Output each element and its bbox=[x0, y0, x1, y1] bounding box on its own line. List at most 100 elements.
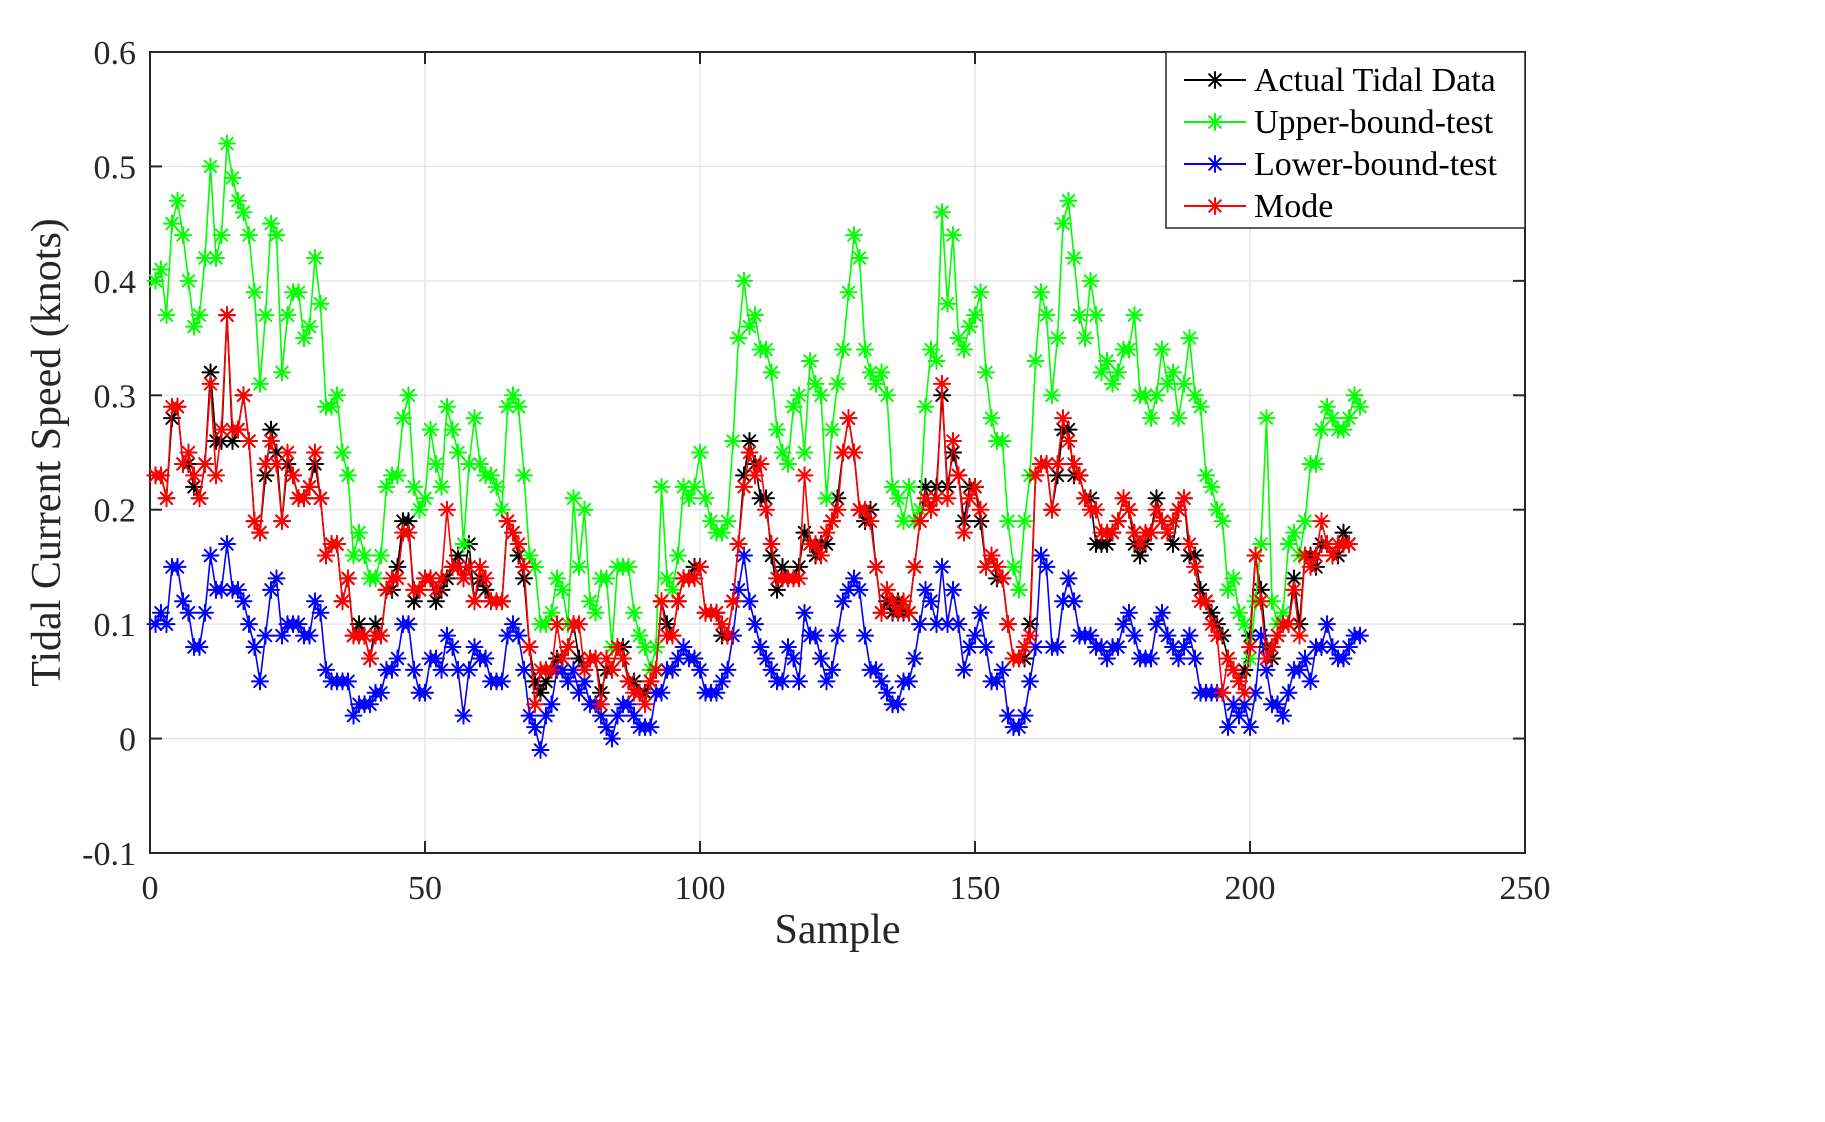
data-point bbox=[405, 592, 423, 611]
data-point bbox=[762, 535, 781, 554]
data-point bbox=[955, 523, 973, 542]
data-point bbox=[790, 386, 808, 405]
data-point bbox=[245, 512, 264, 531]
data-point bbox=[174, 454, 192, 473]
data-point bbox=[1279, 535, 1298, 554]
data-point bbox=[1125, 306, 1144, 325]
data-point bbox=[1285, 580, 1303, 599]
data-point bbox=[944, 226, 962, 245]
data-point bbox=[1120, 500, 1138, 519]
data-point bbox=[982, 409, 1001, 428]
data-point bbox=[1043, 500, 1061, 519]
data-point bbox=[1081, 271, 1100, 290]
data-point bbox=[1092, 363, 1111, 382]
data-point bbox=[201, 157, 220, 176]
data-point bbox=[1087, 306, 1105, 325]
data-point bbox=[597, 569, 616, 588]
data-point bbox=[476, 649, 495, 668]
legend-marker bbox=[1206, 155, 1224, 173]
data-point bbox=[916, 580, 935, 599]
data-point bbox=[493, 672, 511, 691]
data-point bbox=[1032, 546, 1050, 565]
data-point bbox=[1312, 512, 1331, 531]
data-point bbox=[636, 695, 654, 714]
data-point bbox=[1164, 535, 1182, 554]
plot-area bbox=[149, 51, 1526, 854]
data-point bbox=[768, 580, 786, 599]
data-point bbox=[856, 500, 874, 519]
data-point bbox=[399, 512, 418, 531]
data-point bbox=[1021, 626, 1039, 645]
data-point bbox=[1037, 306, 1056, 325]
data-point bbox=[1307, 546, 1325, 565]
data-point bbox=[1213, 683, 1232, 702]
data-point bbox=[1230, 672, 1248, 691]
data-point bbox=[784, 649, 803, 668]
data-point bbox=[685, 569, 704, 588]
data-point bbox=[916, 397, 935, 416]
data-point bbox=[388, 466, 407, 485]
data-point bbox=[608, 706, 627, 725]
data-point bbox=[751, 454, 770, 473]
data-point bbox=[1285, 569, 1303, 588]
data-point bbox=[1010, 649, 1028, 668]
data-point bbox=[427, 580, 445, 599]
data-point bbox=[746, 615, 764, 634]
data-point bbox=[707, 603, 726, 622]
data-point bbox=[669, 592, 687, 611]
data-point bbox=[988, 672, 1006, 691]
data-point bbox=[795, 466, 814, 485]
data-point bbox=[438, 397, 456, 416]
data-point bbox=[718, 626, 737, 645]
data-point bbox=[223, 432, 242, 451]
data-point bbox=[1202, 615, 1221, 634]
data-point bbox=[212, 420, 231, 439]
data-point bbox=[614, 649, 632, 668]
data-point bbox=[1340, 535, 1358, 554]
data-point bbox=[878, 683, 896, 702]
data-point bbox=[1186, 386, 1204, 405]
data-point bbox=[911, 500, 929, 519]
data-point bbox=[1153, 340, 1171, 359]
data-point bbox=[427, 649, 445, 668]
data-point bbox=[845, 226, 863, 245]
data-point bbox=[608, 638, 627, 657]
data-point bbox=[328, 535, 346, 554]
data-point bbox=[1246, 683, 1265, 702]
data-point bbox=[1175, 374, 1193, 393]
data-point bbox=[680, 489, 698, 508]
data-point bbox=[498, 397, 517, 416]
data-point bbox=[1004, 557, 1023, 576]
data-point bbox=[372, 546, 390, 565]
legend-marker bbox=[1206, 197, 1224, 215]
series-3 bbox=[146, 306, 1358, 714]
data-point bbox=[636, 638, 654, 657]
data-point bbox=[1032, 283, 1050, 302]
data-point bbox=[592, 695, 610, 714]
data-point bbox=[366, 569, 385, 588]
data-point bbox=[735, 477, 753, 496]
data-point bbox=[592, 706, 610, 725]
data-point bbox=[944, 432, 962, 451]
data-point bbox=[922, 592, 940, 611]
data-point bbox=[982, 546, 1001, 565]
data-point bbox=[1219, 718, 1237, 737]
data-point bbox=[256, 466, 275, 485]
data-point bbox=[784, 397, 803, 416]
data-point bbox=[724, 592, 742, 611]
data-point bbox=[306, 248, 324, 267]
data-point bbox=[916, 489, 935, 508]
data-point bbox=[685, 649, 704, 668]
data-point bbox=[1241, 649, 1259, 668]
data-point bbox=[278, 454, 297, 473]
data-point bbox=[949, 466, 968, 485]
data-point bbox=[278, 443, 297, 462]
data-point bbox=[1169, 649, 1188, 668]
data-point bbox=[399, 386, 418, 405]
data-point bbox=[1147, 489, 1166, 508]
data-point bbox=[1021, 672, 1039, 691]
data-point bbox=[746, 306, 764, 325]
data-point bbox=[735, 466, 753, 485]
data-point bbox=[1334, 420, 1353, 439]
data-point bbox=[900, 672, 918, 691]
